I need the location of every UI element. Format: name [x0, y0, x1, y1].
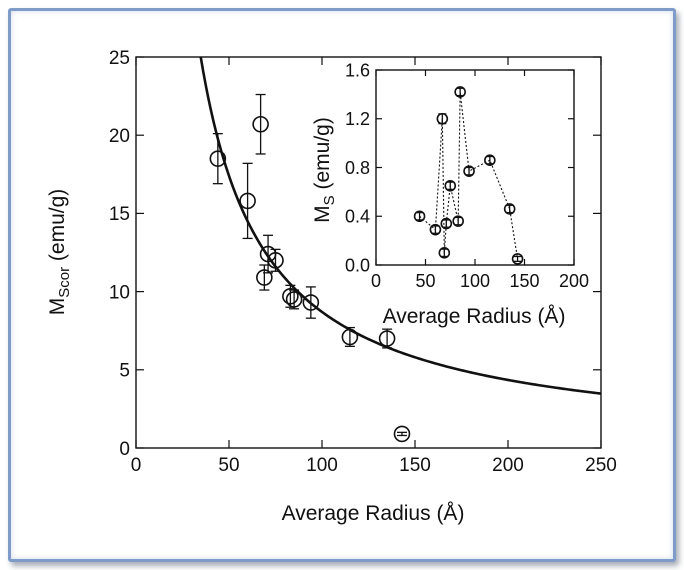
inset-y-axis-label: MS (emu/g)	[311, 117, 338, 223]
inset-x-tick-label: 50	[415, 271, 435, 291]
inset-data-point	[436, 112, 449, 125]
main-y-tick-label: 20	[109, 126, 130, 147]
inset-y-tick-label: 0.0	[345, 255, 370, 275]
inset-series-line	[419, 91, 519, 259]
main-x-tick-label: 150	[399, 455, 431, 476]
main-x-tick-label: 100	[306, 455, 338, 476]
main-y-axis-label-sub: Scor	[56, 267, 73, 298]
main-y-tick-label: 15	[109, 204, 130, 225]
main-data-point	[209, 150, 227, 167]
inset-x-tick-label: 100	[460, 271, 490, 291]
inset-data-point	[452, 215, 464, 227]
main-x-tick-label: 50	[218, 455, 239, 476]
main-y-tick-label: 10	[109, 282, 130, 303]
inset-data-point	[503, 203, 516, 215]
main-y-axis-label-unit: (emu/g)	[46, 189, 69, 267]
inset-data-point	[463, 165, 475, 177]
main-data-point	[393, 425, 411, 443]
main-data-point	[256, 269, 273, 286]
inset-data-point	[454, 86, 466, 98]
inset-x-tick-label: 150	[509, 271, 539, 291]
inset-data-point	[440, 217, 453, 230]
inset-x-axis-label: Average Radius (Å)	[383, 305, 566, 328]
main-x-tick-label: 250	[585, 455, 617, 476]
main-data-point	[302, 294, 320, 311]
main-data-point	[341, 328, 359, 346]
main-data-point	[267, 252, 284, 269]
inset-y-tick-label: 0.4	[345, 207, 370, 227]
inset-y-axis-label-sub: S	[321, 195, 338, 205]
inset-y-tick-label: 1.2	[345, 109, 370, 129]
inset-x-tick-label: 200	[559, 271, 589, 291]
inset-data-point	[438, 247, 451, 259]
main-x-tick-label: 0	[131, 455, 142, 476]
inset-data-point	[444, 179, 457, 192]
main-data-point	[252, 115, 269, 133]
inset-y-tick-label: 1.6	[345, 60, 370, 80]
main-data-point	[285, 291, 303, 308]
main-x-axis-label: Average Radius (Å)	[282, 502, 465, 525]
main-data-point	[282, 287, 299, 305]
inset-data-point	[413, 210, 426, 223]
main-y-tick-label: 5	[119, 361, 130, 382]
inset-plot-group: 0 50 100 150 200 0.0 0.4 0.8 1.2 1.6	[345, 60, 589, 291]
inset-data-point	[429, 223, 442, 236]
inset-y-tick-label: 0.8	[345, 158, 370, 178]
inset-data-point	[484, 154, 496, 166]
inset-data-point	[511, 253, 524, 265]
main-data-point	[239, 192, 256, 210]
main-y-tick-label: 25	[109, 48, 130, 69]
main-y-axis-label: MScor (emu/g)	[46, 189, 73, 316]
main-y-tick-label: 0	[119, 439, 130, 460]
main-x-tick-label: 200	[492, 455, 524, 476]
main-data-point	[378, 330, 396, 347]
inset-x-tick-label: 0	[371, 271, 381, 291]
inset-y-axis-label-unit: (emu/g)	[311, 117, 334, 195]
